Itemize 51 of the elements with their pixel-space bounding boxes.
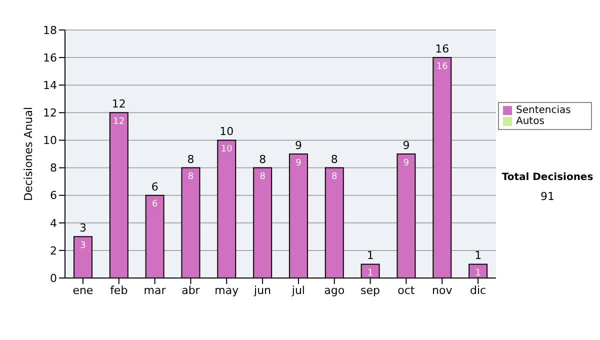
total-label: 8 [330, 152, 338, 166]
x-tick-label: abr [182, 284, 200, 297]
y-axis-title: Decisiones Anual [22, 106, 35, 202]
data-label: 8 [332, 172, 338, 182]
total-label: 8 [187, 152, 194, 166]
x-tick-label: mar [144, 284, 166, 297]
x-tick-label: oct [398, 284, 416, 297]
total-label: 1 [474, 249, 482, 262]
data-label: 1 [367, 268, 374, 279]
x-tick-label: feb [110, 284, 128, 297]
y-tick-label: 2 [50, 244, 57, 258]
total-label: 10 [220, 125, 234, 138]
data-label: 9 [403, 158, 410, 168]
y-tick-label: 6 [50, 189, 57, 202]
data-label: 8 [188, 172, 194, 182]
x-tick-label: may [214, 284, 240, 297]
y-tick-label: 16 [43, 51, 57, 64]
total-label: 12 [112, 98, 126, 111]
x-tick-label: ago [324, 284, 345, 297]
data-label: 16 [436, 62, 448, 72]
data-label: 1 [475, 268, 481, 279]
x-tick-label: ene [72, 284, 94, 297]
text: Total Decisiones [500, 172, 594, 183]
x-tick-label: jul [290, 284, 306, 297]
total-label: 1 [366, 249, 374, 262]
data-label: 9 [296, 158, 302, 168]
data-label: 10 [220, 144, 233, 155]
total-label: 6 [151, 180, 158, 194]
y-tick-label: 10 [43, 134, 57, 148]
total-label: 8 [259, 152, 266, 166]
legend-label: Sentencias [516, 105, 571, 116]
legend-label: Autos [516, 116, 544, 127]
x-tick-label: jun [253, 284, 272, 297]
total-label: 9 [402, 139, 410, 152]
text: 91 [540, 190, 556, 203]
y-tick-label: 18 [43, 24, 57, 37]
y-tick-label: 8 [50, 162, 57, 175]
data-label: 8 [260, 172, 266, 182]
data-label: 12 [113, 117, 125, 128]
y-tick-label: 14 [43, 79, 57, 92]
y-tick-label: 12 [43, 106, 57, 120]
y-tick-label: 4 [50, 216, 57, 230]
x-tick-label: nov [432, 284, 453, 297]
total-label: 16 [435, 42, 450, 56]
x-tick-label: dic [470, 284, 486, 297]
data-label: 6 [152, 200, 158, 210]
total-label: 3 [79, 222, 86, 235]
y-tick-label: 0 [50, 272, 57, 285]
data-label: 3 [80, 241, 86, 252]
x-tick-label: sep [360, 284, 380, 297]
total-label: 9 [294, 139, 302, 152]
